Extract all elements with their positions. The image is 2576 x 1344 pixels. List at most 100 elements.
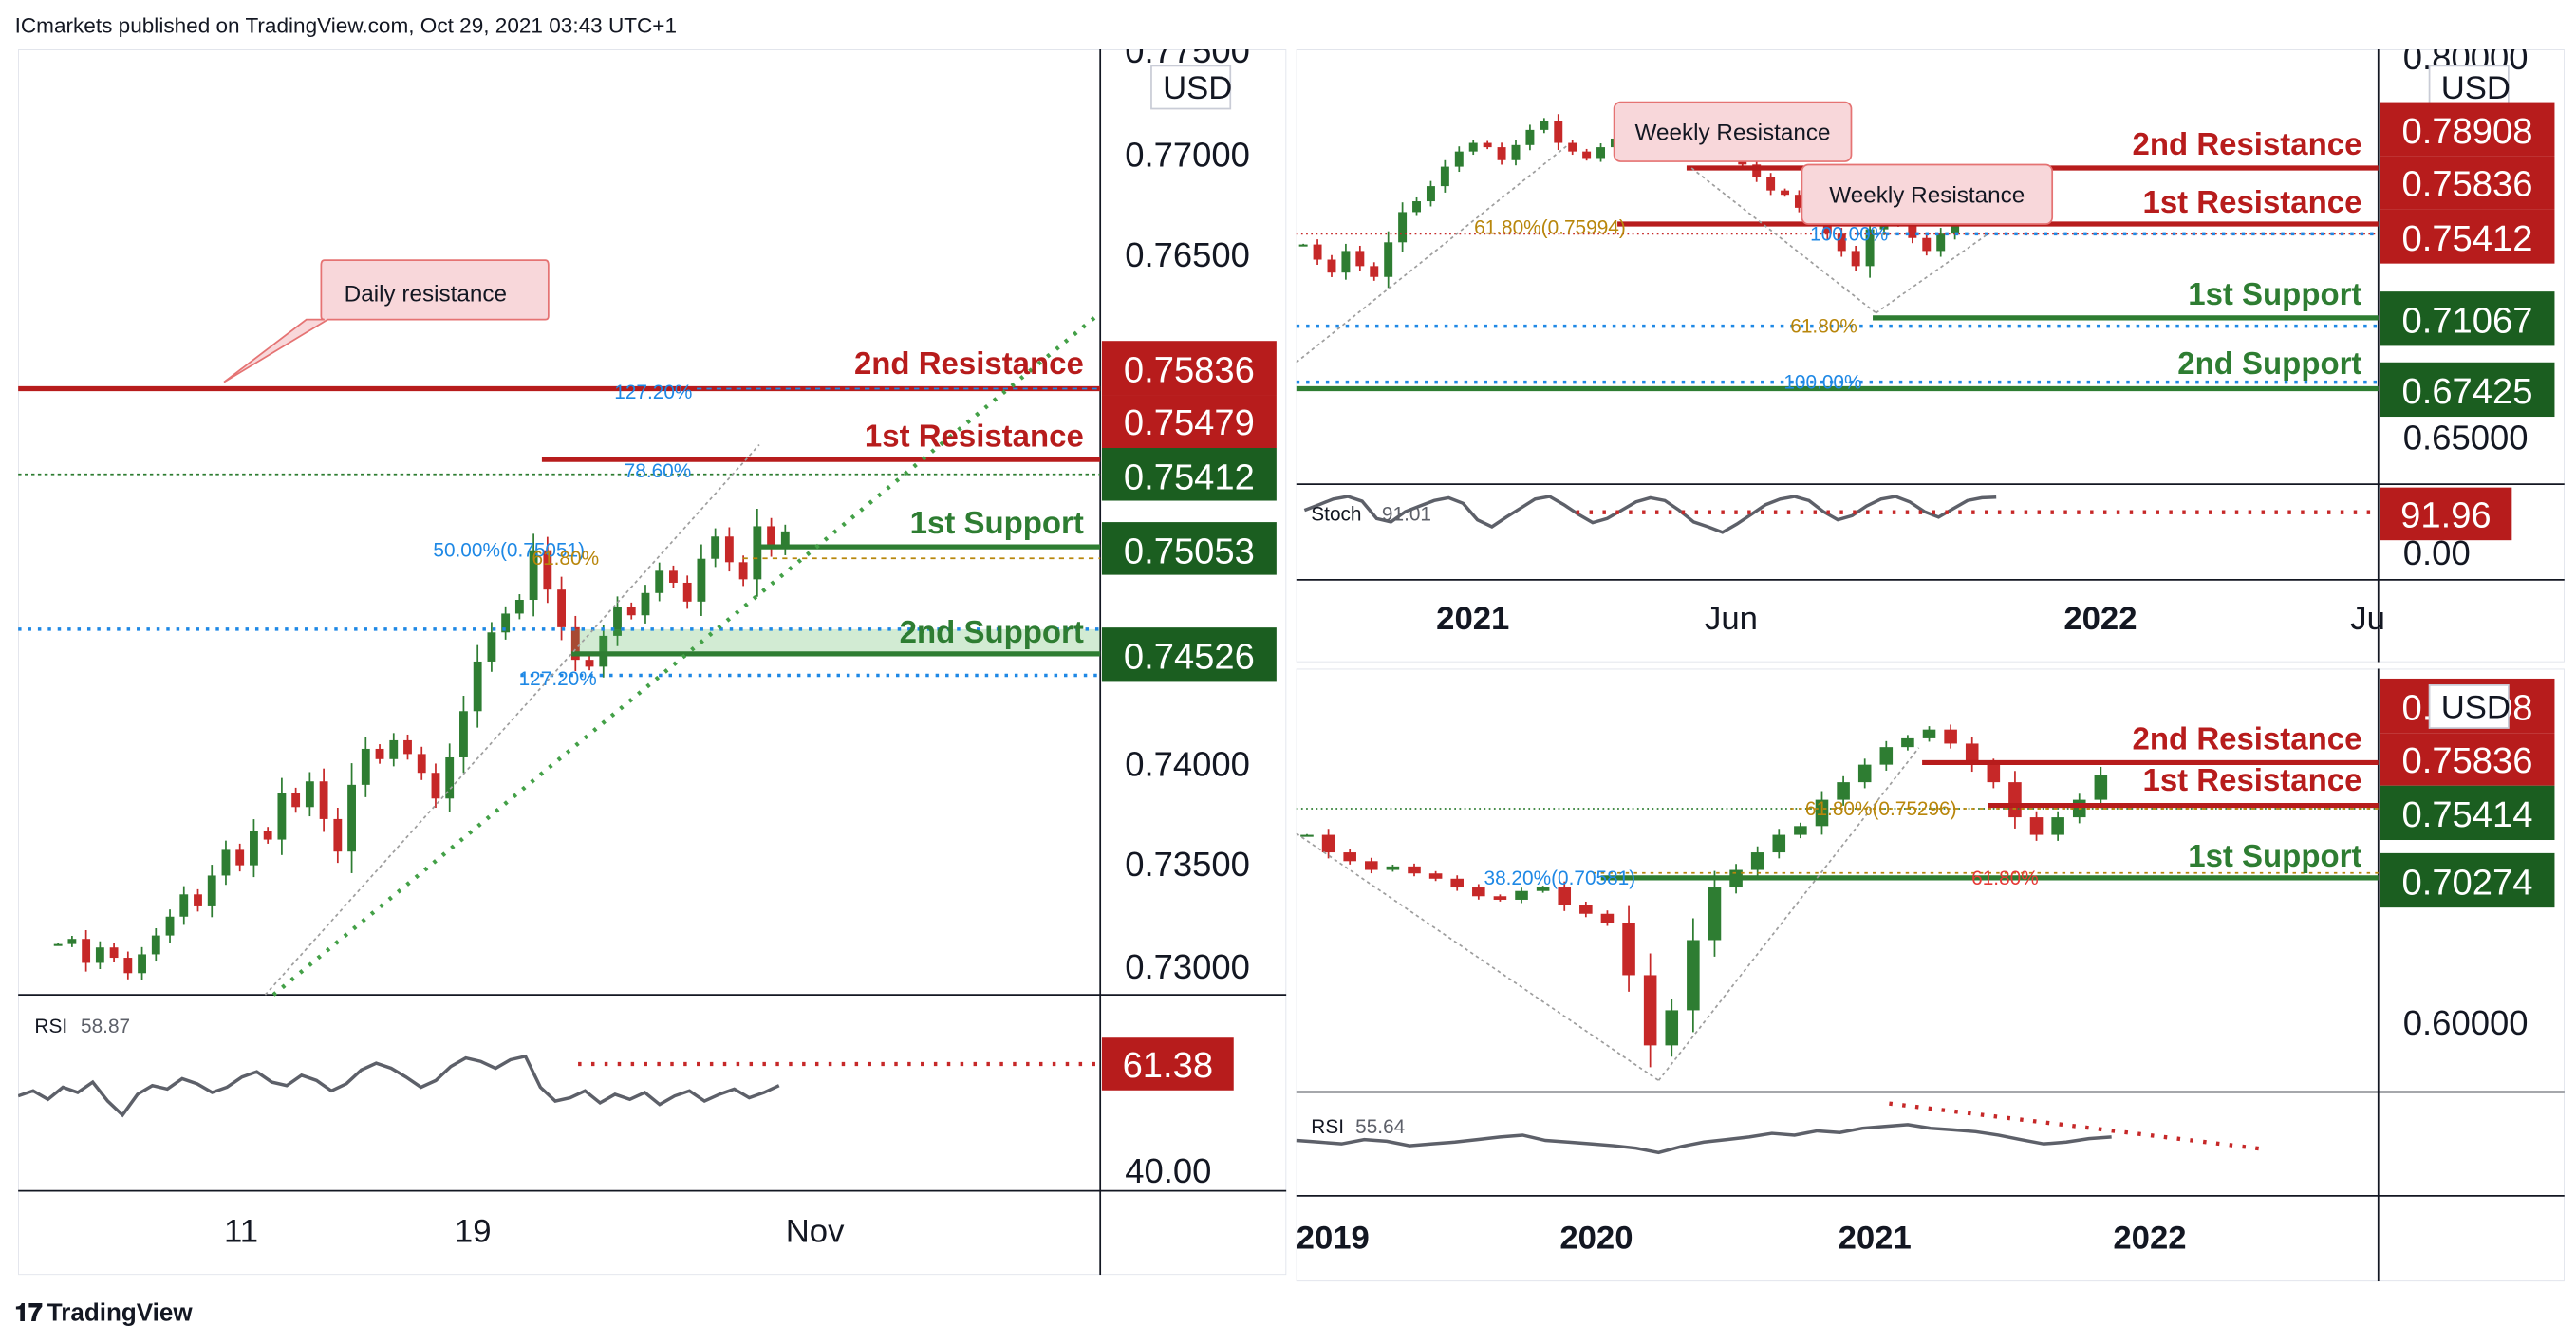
monthly-candle (1987, 764, 2001, 783)
weekly-callout-text-0: Weekly Resistance (1635, 121, 1831, 146)
weekly-candle (1327, 259, 1336, 273)
weekly-chart-panel[interactable]: 0.80000 0.65000 USD 0.00 2021 Jun 2022 J… (1296, 49, 2565, 663)
daily-xtick-2: Nov (786, 1213, 845, 1249)
monthly-candle (1386, 866, 1400, 870)
daily-candle (613, 607, 622, 636)
daily-candle (599, 635, 608, 667)
daily-ytick-4: 0.73500 (1125, 845, 1250, 884)
daily-candle (123, 958, 133, 974)
weekly-candle (1483, 142, 1492, 148)
daily-candle (291, 793, 301, 808)
monthly-candle (1750, 852, 1764, 870)
daily-candle (194, 894, 202, 906)
weekly-stoch-level-label (2380, 487, 2512, 541)
daily-candle (738, 562, 748, 580)
daily-currency-box (1150, 65, 1232, 110)
weekly-1st-resistance-label (2380, 156, 2555, 210)
daily-2nd-resistance-name: 2nd Resistance (854, 345, 1084, 381)
weekly-fib-label-2: 61.80% (1790, 316, 1857, 338)
monthly-rsi-indicator-line (1296, 1123, 2112, 1155)
monthly-candle (2008, 782, 2022, 818)
weekly-2nd-resistance-label (2380, 102, 2555, 157)
weekly-candle (1781, 190, 1790, 196)
daily-1st-resistance-label (1101, 395, 1277, 449)
weekly-candle (1596, 147, 1606, 159)
monthly-chart-panel[interactable]: 0.60000 2019 2020 2021 2022 38.20%(0.705… (1296, 668, 2565, 1282)
monthly-candle (1600, 913, 1615, 923)
daily-callout-text: Daily resistance (345, 282, 507, 308)
weekly-stoch-value: 91.01 (1382, 503, 1431, 525)
daily-candle (82, 939, 91, 963)
tradingview-brand[interactable]: 𝟏𝟕 TradingView (15, 1299, 193, 1328)
daily-candle (543, 550, 552, 590)
monthly-candle (1687, 940, 1700, 1011)
daily-candle (250, 831, 258, 866)
daily-candle (697, 558, 706, 602)
weekly-candle (1865, 229, 1875, 267)
weekly-ytick-1: 0.65000 (2403, 419, 2529, 457)
weekly-candle (1355, 251, 1365, 267)
monthly-1st-support-name: 1st Support (2188, 838, 2361, 873)
monthly-candle (1428, 873, 1443, 879)
weekly-xtick-3: Ju (2350, 601, 2385, 637)
weekly-currency-box (2428, 65, 2510, 110)
monthly-candle (1493, 896, 1507, 900)
weekly-candle (1370, 266, 1379, 277)
daily-support-zone (571, 628, 1101, 654)
monthly-fib-diagonal-a (1296, 832, 1659, 1082)
weekly-1st-resistance-price: 0.75836 (2402, 164, 2533, 205)
monthly-candle (1343, 852, 1356, 862)
monthly-1st-resistance-label (2380, 785, 2555, 841)
monthly-candle (1321, 834, 1335, 853)
weekly-2nd-resistance-name: 2nd Resistance (2133, 126, 2362, 161)
daily-rsi-indicator-line (18, 1054, 780, 1118)
daily-candle (347, 784, 356, 852)
daily-fib-label-2: 50.00%(0.75051) (433, 540, 585, 562)
weekly-callout-bubble-0 (1613, 101, 1853, 162)
monthly-1st-support-price: 0.70274 (2402, 862, 2533, 903)
weekly-1st-support-name: 1st Support (2188, 276, 2361, 311)
daily-fib-label-1: 78.60% (625, 460, 692, 482)
weekly-xtick-2: 2022 (2063, 601, 2137, 637)
weekly-candle (1426, 186, 1435, 202)
weekly-xtick-0: 2021 (1436, 601, 1509, 637)
daily-current-price-label (1101, 448, 1277, 501)
daily-1st-support-price: 0.75053 (1124, 531, 1255, 571)
weekly-fib-diagonal-a (1296, 144, 1569, 364)
monthly-ytick-0: 0.60000 (2403, 1003, 2529, 1042)
daily-candle (235, 849, 245, 866)
weekly-candle (1837, 233, 1846, 252)
weekly-1st-support-price: 0.71067 (2402, 301, 2533, 342)
monthly-xtick-1: 2020 (1559, 1220, 1633, 1256)
daily-chart-panel[interactable]: 0.77500 0.77000 0.76500 0.74000 0.73500 … (18, 49, 1287, 1276)
monthly-1st-support-label (2380, 852, 2555, 908)
daily-rsi-tick: 40.00 (1125, 1151, 1211, 1190)
monthly-fib-diagonal-b (1657, 747, 1920, 1081)
daily-2nd-resistance-label (1101, 341, 1277, 396)
monthly-candle (1365, 861, 1378, 870)
daily-candle (138, 954, 146, 974)
monthly-candle (1901, 737, 1914, 748)
daily-candle (655, 570, 664, 593)
monthly-candle (1879, 747, 1894, 765)
daily-candle (53, 943, 63, 946)
weekly-candle (1497, 147, 1506, 160)
daily-rsi-level-value: 61.38 (1123, 1045, 1213, 1086)
monthly-candle (1558, 887, 1572, 905)
daily-ytick-2: 0.76500 (1125, 235, 1250, 274)
weekly-candle (1554, 121, 1563, 143)
daily-fib-label-4: 127.20% (519, 668, 597, 690)
daily-2nd-resistance-price: 0.75836 (1124, 350, 1255, 391)
weekly-2nd-resistance-price: 0.78908 (2402, 111, 2533, 152)
daily-2nd-support-price: 0.74526 (1124, 637, 1255, 678)
weekly-candle (1525, 129, 1535, 145)
publisher-caption: ICmarkets published on TradingView.com, … (14, 12, 678, 38)
weekly-candle (1313, 244, 1322, 260)
monthly-candle (1665, 1010, 1679, 1046)
monthly-candle (1708, 887, 1722, 941)
weekly-candle (1752, 164, 1762, 177)
weekly-stoch-indicator-line (1303, 495, 1997, 534)
daily-candle (753, 526, 762, 580)
weekly-candle (1908, 222, 1917, 238)
